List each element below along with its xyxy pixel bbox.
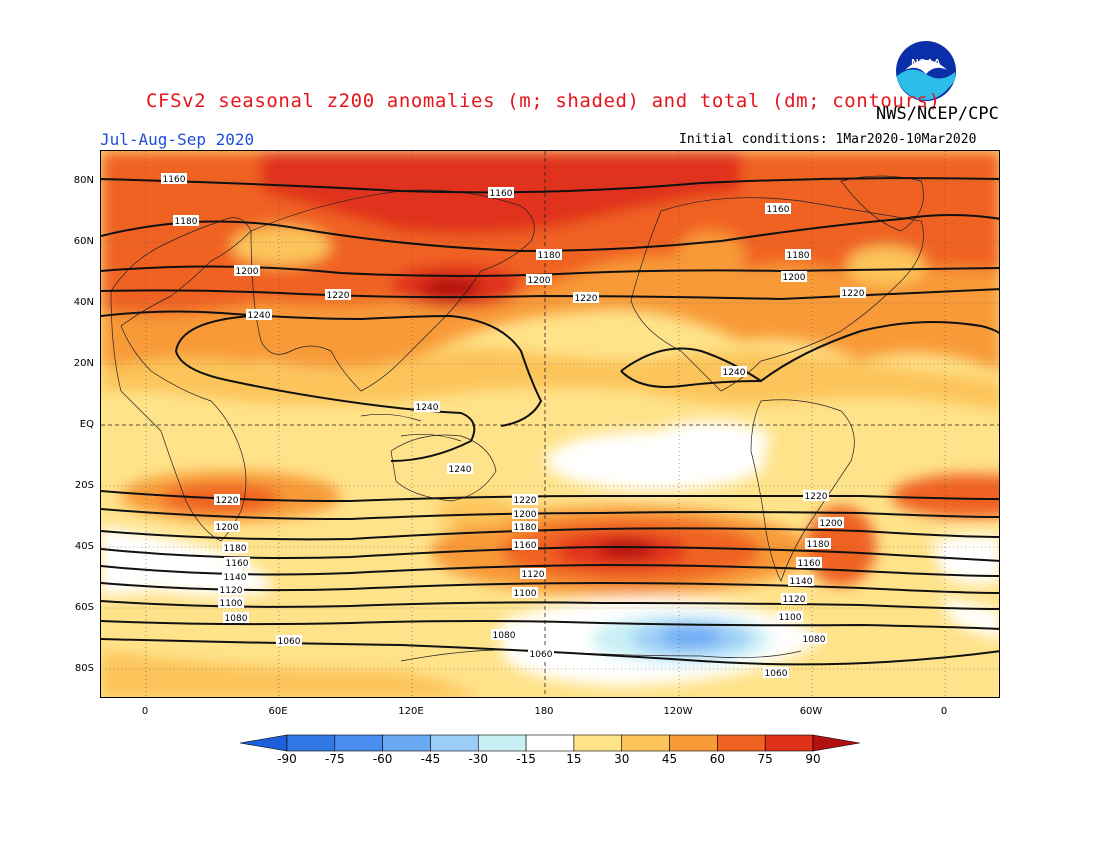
colorbar-label: 60 xyxy=(709,752,725,766)
lat-label: 40N xyxy=(73,297,94,308)
lat-label: 60N xyxy=(73,236,94,247)
contour-label: 1240 xyxy=(723,368,746,378)
contour-label: 1160 xyxy=(767,205,790,215)
contour-label: 1120 xyxy=(220,586,243,596)
contour-label: 1240 xyxy=(248,311,271,321)
contour-label: 1200 xyxy=(820,519,843,529)
contour-label: 1220 xyxy=(216,496,239,506)
contour-label: 1100 xyxy=(779,613,802,623)
colorbar-label: -75 xyxy=(325,752,345,766)
lat-label: 80N xyxy=(73,175,94,186)
contour-label: 1220 xyxy=(842,289,865,299)
lat-label: 40S xyxy=(74,541,94,552)
contour-label: 1100 xyxy=(514,589,537,599)
initial-conditions-label: Initial conditions: 1Mar2020-10Mar2020 xyxy=(679,132,977,147)
colorbar-swatch xyxy=(764,734,814,752)
contour-label: 1120 xyxy=(522,570,545,580)
contour-label: 1080 xyxy=(803,635,826,645)
contour-label: 1060 xyxy=(530,650,553,660)
contour-label: 1100 xyxy=(220,599,243,609)
noaa-logo: NOAA xyxy=(895,40,957,102)
contour-label: 1200 xyxy=(236,267,259,277)
colorbar-swatch xyxy=(382,734,431,752)
contour-label: 1180 xyxy=(224,544,247,554)
contour-label: 1180 xyxy=(538,251,561,261)
contour-label: 1140 xyxy=(224,573,247,583)
lat-label: 20N xyxy=(73,358,94,369)
colorbar-arrow-low xyxy=(239,734,288,752)
contour-label: 1160 xyxy=(226,559,249,569)
colorbar-label: -45 xyxy=(420,752,441,766)
contour-label: 1060 xyxy=(765,669,788,679)
contour-label: 1140 xyxy=(790,577,813,587)
contour-label: 1180 xyxy=(807,540,830,550)
colorbar-swatch xyxy=(669,734,718,752)
colorbar-swatch xyxy=(525,734,575,752)
lon-label: 0 xyxy=(141,706,149,717)
lat-label: 20S xyxy=(74,480,94,491)
lat-label: 80S xyxy=(74,663,94,674)
colorbar-label: 75 xyxy=(757,752,773,766)
contour-label: 1240 xyxy=(416,403,439,413)
colorbar-label: 90 xyxy=(805,752,821,766)
lat-label: 60S xyxy=(74,602,94,613)
colorbar-swatch xyxy=(573,734,623,752)
agency-label: NWS/NCEP/CPC xyxy=(876,104,999,124)
contour-label: 1220 xyxy=(575,294,598,304)
contour-label: 1060 xyxy=(278,637,301,647)
contour-labels: 1160 1160 1160 1180 1180 1180 1200 1200 … xyxy=(161,173,866,679)
contour-label: 1220 xyxy=(805,492,828,502)
contour-label: 1080 xyxy=(225,614,248,624)
lat-label: EQ xyxy=(79,419,94,430)
lon-label: 0 xyxy=(940,706,948,717)
lon-label: 120W xyxy=(663,706,693,717)
coastlines xyxy=(110,175,924,662)
colorbar-swatch xyxy=(477,734,527,752)
contour-label: 1200 xyxy=(528,276,551,286)
colorbar-label: 30 xyxy=(614,752,630,766)
colorbar-label: -90 xyxy=(277,752,297,766)
colorbar-arrow-high xyxy=(812,734,861,752)
map-title: CFSv2 seasonal z200 anomalies (m; shaded… xyxy=(146,90,941,112)
season-label: Jul-Aug-Sep 2020 xyxy=(100,130,255,149)
contour-label: 1180 xyxy=(514,523,537,533)
contour-label: 1160 xyxy=(490,189,513,199)
contour-label: 1120 xyxy=(783,595,806,605)
lon-label: 60E xyxy=(268,706,288,717)
contour-label: 1080 xyxy=(493,631,516,641)
contour-label: 1200 xyxy=(514,510,537,520)
colorbar-label: -60 xyxy=(372,752,393,766)
contour-label: 1220 xyxy=(514,496,537,506)
contour-label: 1160 xyxy=(798,559,821,569)
colorbar-label: 15 xyxy=(566,752,582,766)
colorbar-swatch xyxy=(430,734,479,752)
contour-label: 1160 xyxy=(514,541,537,551)
contour-label: 1160 xyxy=(163,175,186,185)
logo-text: NOAA xyxy=(911,58,940,69)
contour-label: 1200 xyxy=(783,273,806,283)
colorbar-swatch xyxy=(334,734,383,752)
contour-label: 1220 xyxy=(327,291,350,301)
colorbar-label: 45 xyxy=(661,752,678,766)
lon-label: 180 xyxy=(534,706,554,717)
lon-label: 120E xyxy=(398,706,424,717)
height-contours xyxy=(101,177,999,666)
contour-label: 1180 xyxy=(175,217,198,227)
contour-label: 1240 xyxy=(449,465,472,475)
colorbar-label: -30 xyxy=(468,752,489,766)
colorbar-swatch xyxy=(621,734,670,752)
anomaly-map: 1160 1160 1160 1180 1180 1180 1200 1200 … xyxy=(100,150,1000,698)
lon-label: 60W xyxy=(799,706,823,717)
colorbar xyxy=(239,733,861,753)
colorbar-swatch xyxy=(286,734,336,752)
contour-label: 1200 xyxy=(216,523,239,533)
colorbar-label: -15 xyxy=(516,752,536,766)
colorbar-swatch xyxy=(717,734,766,752)
contour-label: 1180 xyxy=(787,251,810,261)
